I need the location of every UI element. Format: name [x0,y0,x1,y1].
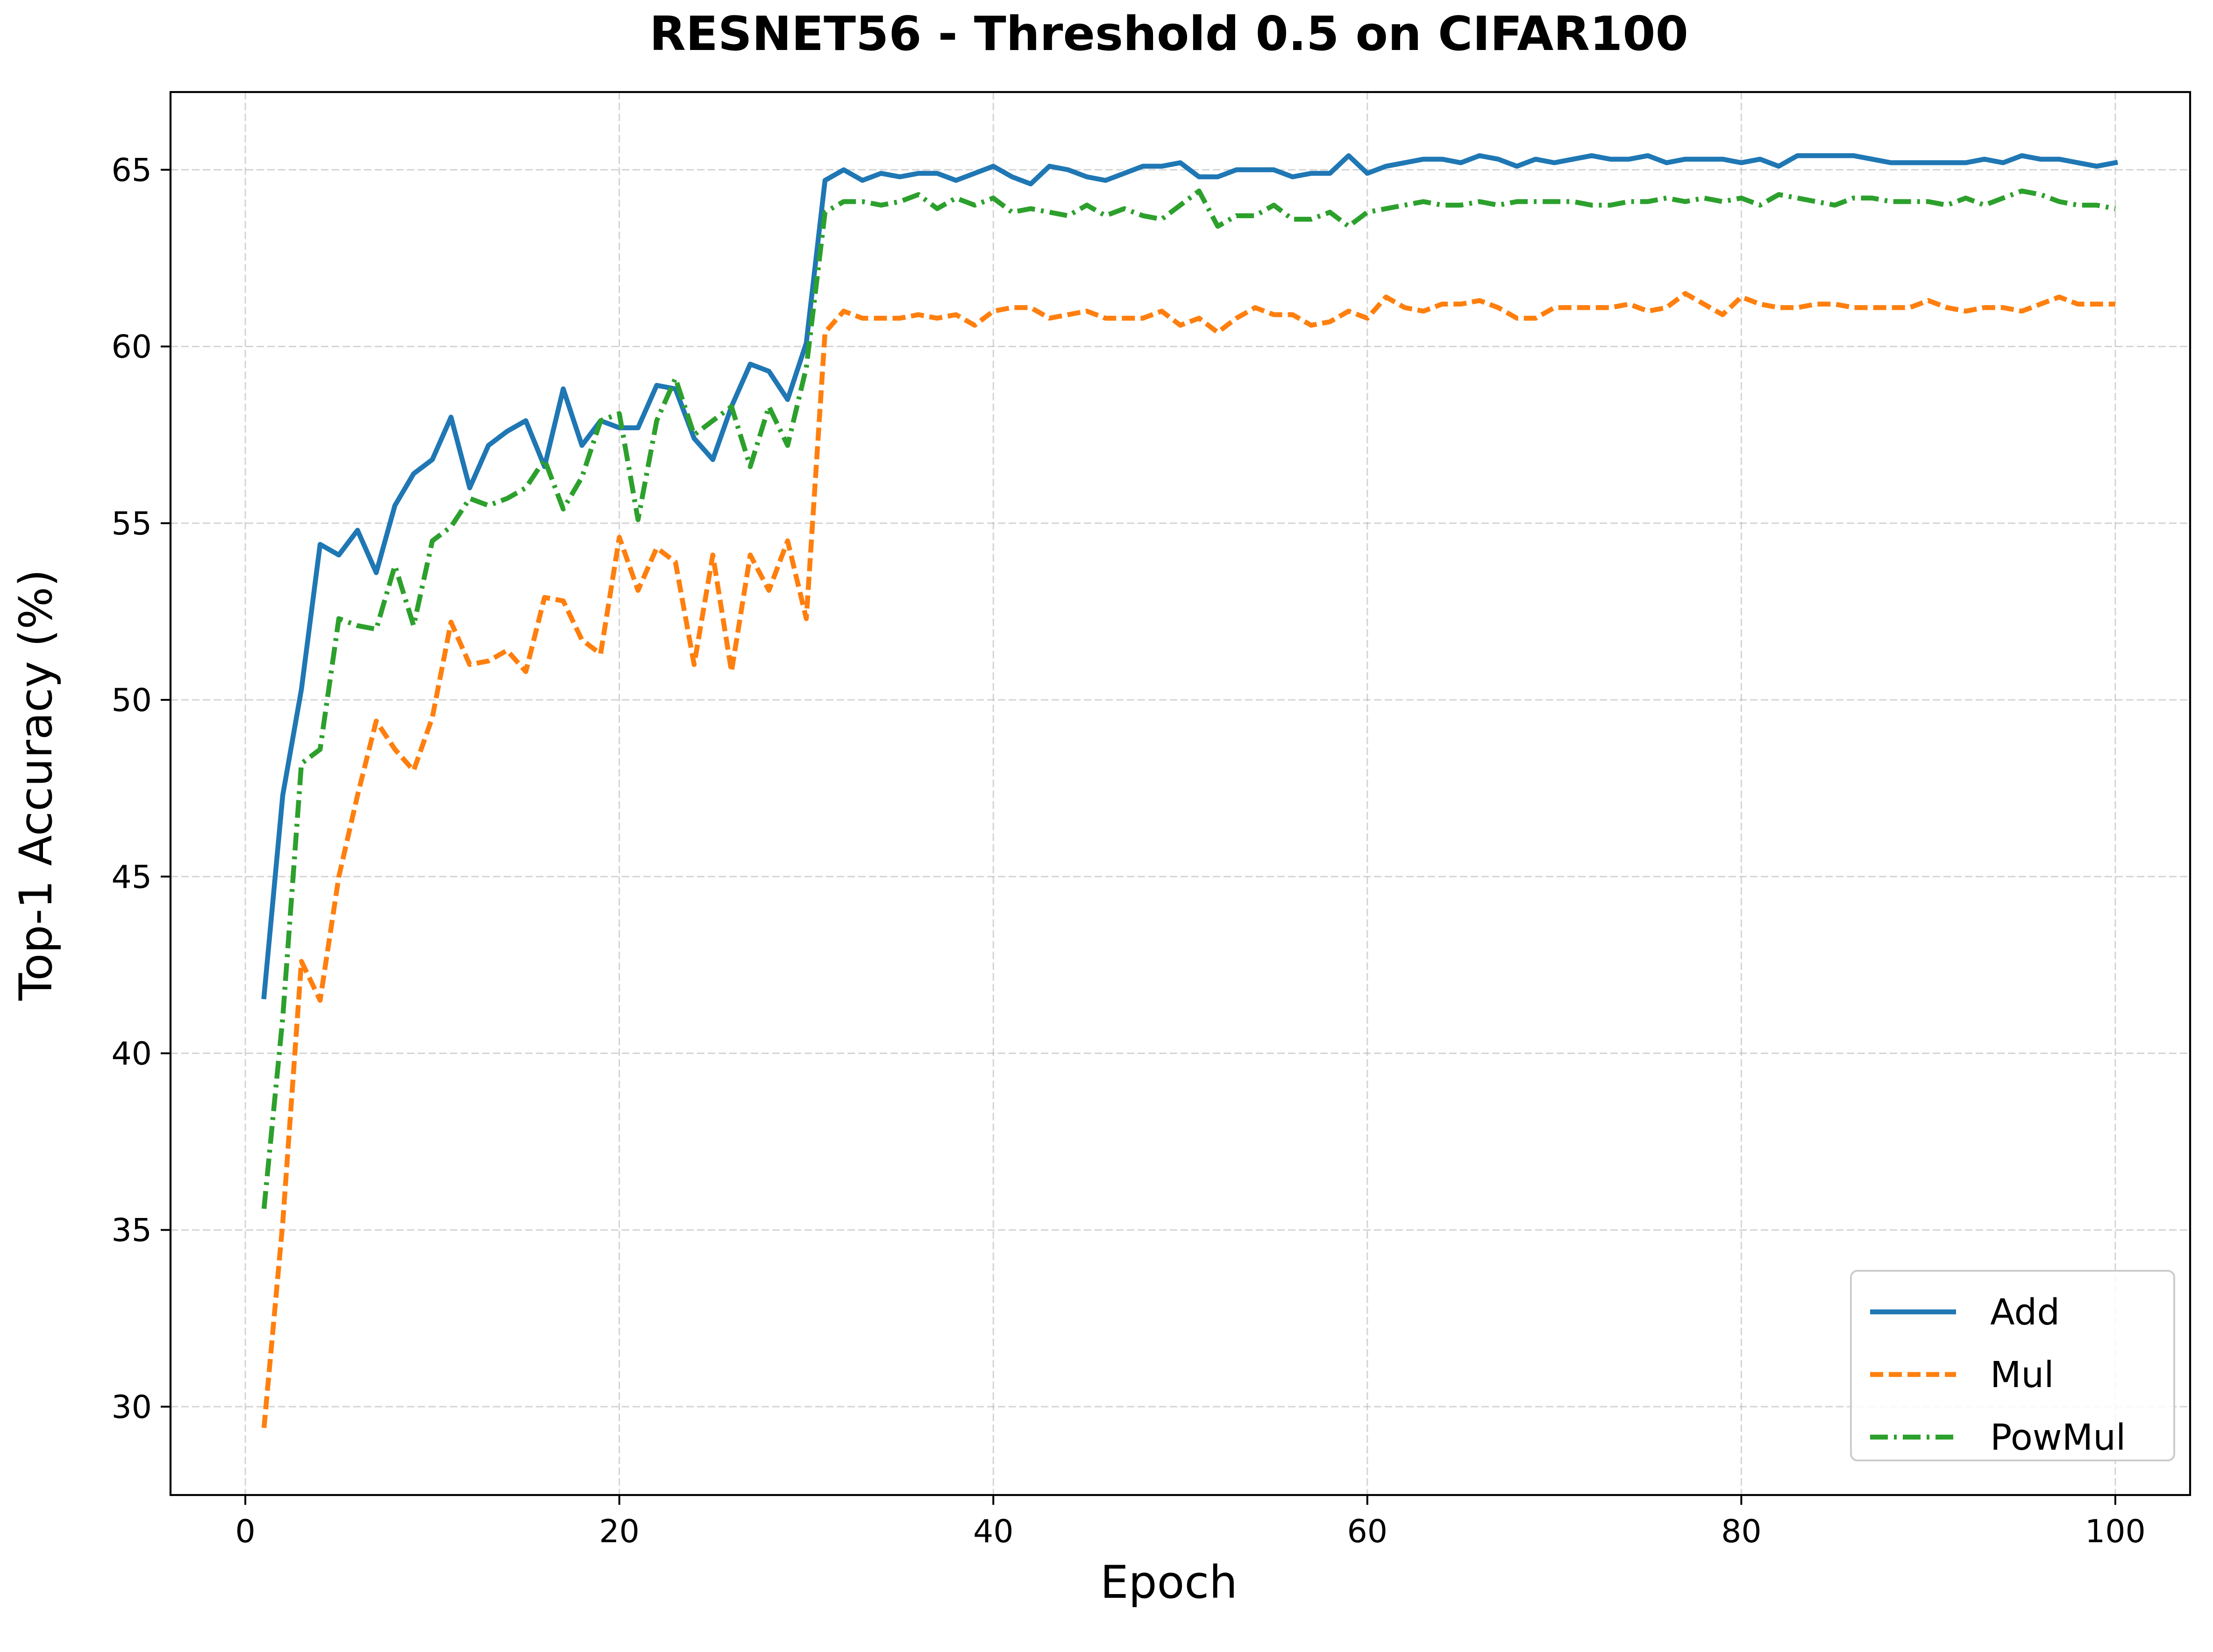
x-tick-label: 100 [2085,1513,2146,1550]
y-axis-label: Top-1 Accuracy (%) [10,569,62,1001]
y-tick-label: 50 [111,682,152,719]
series-line-mul [261,291,2115,1428]
tick-layer: 0 20 40 60 80 100 30 35 40 45 50 55 60 65 [111,152,2145,1550]
y-tick-label: 65 [111,152,152,189]
y-tick-label: 45 [111,859,152,896]
chart-title: RESNET56 - Threshold 0.5 on CIFAR100 [649,6,1688,61]
legend-label-mul: Mul [1990,1354,2054,1396]
legend: Add Mul PowMul [1850,1270,2175,1461]
x-tick-label: 80 [1721,1513,1762,1550]
y-tick-label: 60 [111,329,152,366]
legend-items: Add Mul PowMul [1870,1292,2126,1459]
x-tick-label: 0 [235,1513,255,1550]
y-tick-label: 55 [111,506,152,542]
legend-frame [1850,1270,2175,1461]
y-tick-label: 30 [111,1389,152,1426]
y-tick-label: 40 [111,1035,152,1072]
series-line-add [261,153,2119,1000]
x-axis-label: Epoch [1100,1556,1238,1609]
series-layer [261,153,2119,1428]
x-tick-label: 40 [973,1513,1014,1550]
x-tick-label: 20 [599,1513,640,1550]
legend-label-powmul: PowMul [1990,1417,2126,1459]
plot-frame [169,91,2192,1496]
y-tick-label: 35 [111,1212,152,1249]
series-line-powmul [261,188,2116,1209]
legend-label-add: Add [1990,1292,2060,1333]
x-tick-label: 60 [1347,1513,1388,1550]
